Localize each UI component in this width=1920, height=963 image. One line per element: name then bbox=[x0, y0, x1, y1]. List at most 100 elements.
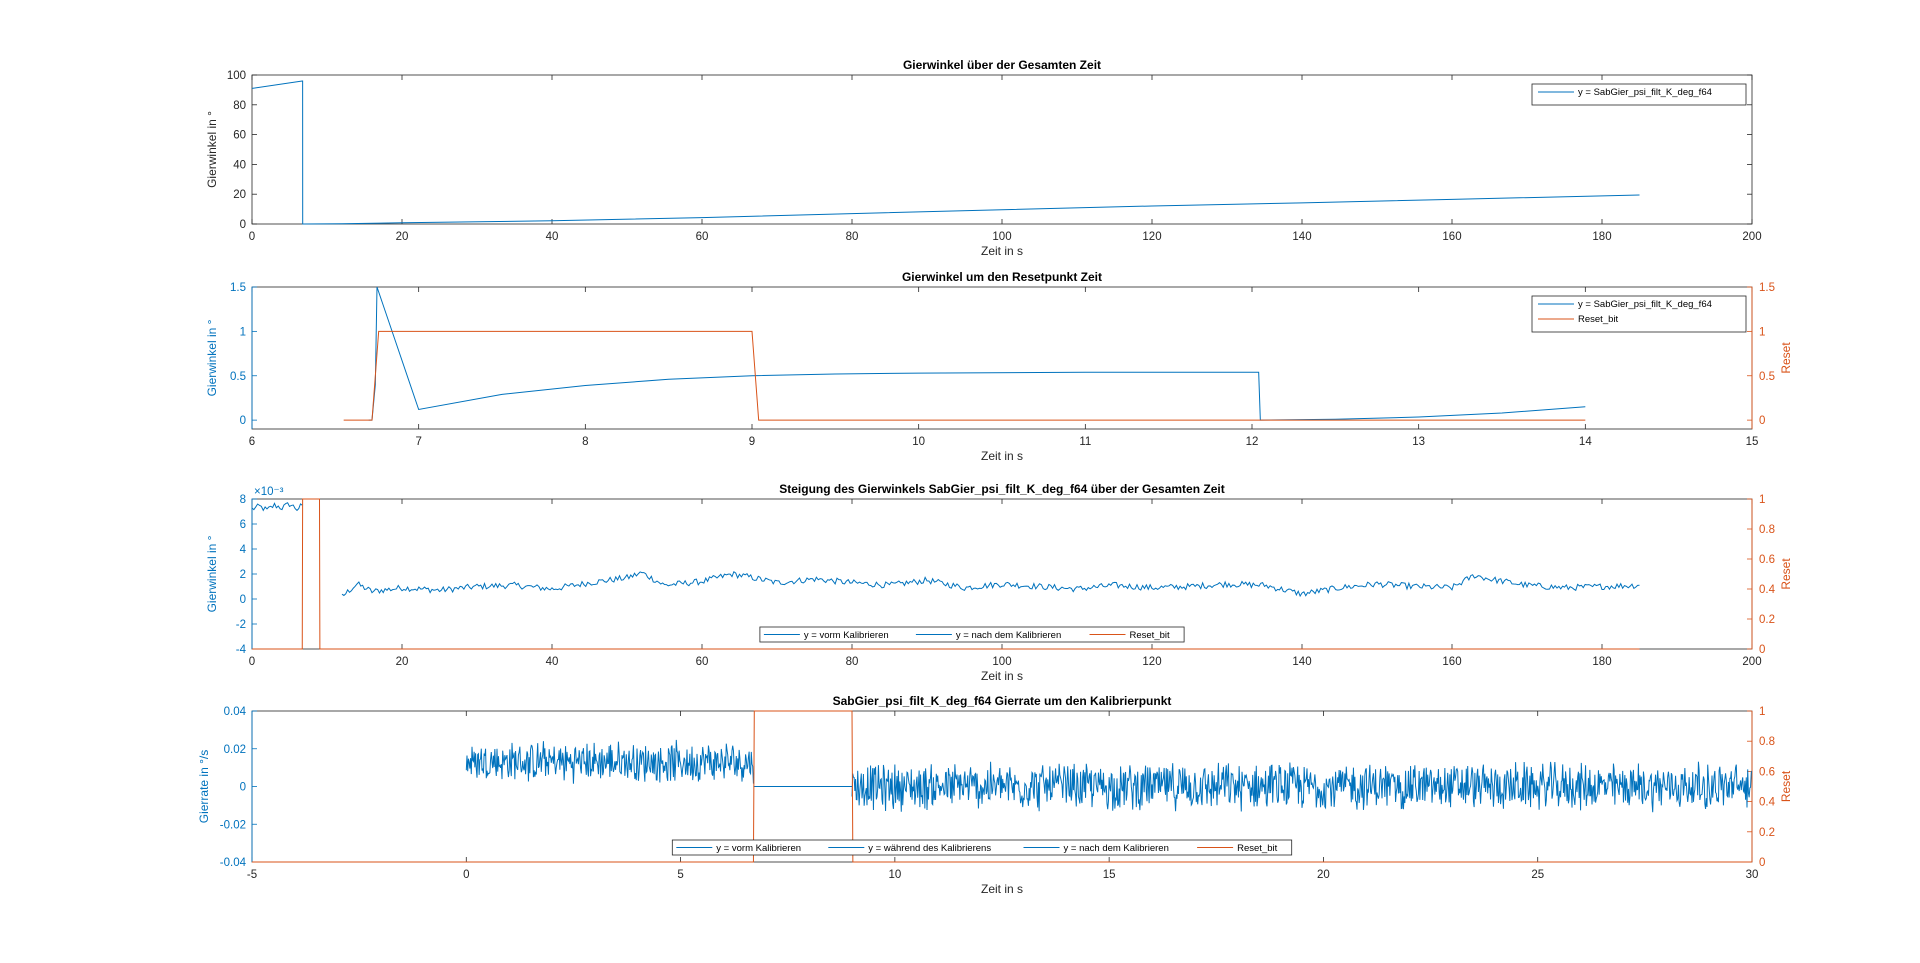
x-tick-label: 25 bbox=[1531, 869, 1544, 881]
legend: y = vorm Kalibrieren y = während des Kali… bbox=[671, 839, 1293, 856]
y-tick-label: -0.02 bbox=[220, 819, 246, 831]
x-tick-label: 15 bbox=[1103, 869, 1116, 881]
y-tick-label: 60 bbox=[233, 130, 246, 142]
y-tick-label: -4 bbox=[236, 644, 247, 656]
x-axis-label: Zeit in s bbox=[981, 882, 1023, 896]
x-tick-label: 100 bbox=[992, 231, 1011, 243]
y-tick-label: 20 bbox=[233, 189, 246, 201]
series-line-y-sabgier-psi-filt-k-deg-f64 bbox=[252, 80, 1640, 225]
legend-entry: y = SabGier_psi_filt_K_deg_f64 bbox=[1578, 87, 1712, 98]
x-tick-label: 180 bbox=[1592, 231, 1611, 243]
x-tick-label: 30 bbox=[1746, 869, 1759, 881]
y-tick-label: 0 bbox=[240, 782, 246, 794]
legend: y = SabGier_psi_filt_K_deg_f64 bbox=[1531, 83, 1747, 106]
x-tick-label: 200 bbox=[1742, 231, 1761, 243]
series-line-y-vorm-kalibrieren bbox=[252, 502, 303, 512]
x-tick-label: 11 bbox=[1079, 436, 1091, 448]
y2-tick-label: 0 bbox=[1759, 415, 1765, 427]
y-tick-label: 8 bbox=[240, 494, 246, 506]
subplot-3: Steigung des Gierwinkels SabGier_psi_fil… bbox=[205, 482, 1793, 683]
y-tick-label: 0 bbox=[240, 415, 246, 427]
x-tick-label: 7 bbox=[415, 436, 421, 448]
x-tick-label: 120 bbox=[1142, 656, 1161, 668]
axes-box bbox=[251, 498, 1753, 650]
y-axis-label: Gierwinkel in ° bbox=[205, 535, 219, 612]
x-tick-label: 15 bbox=[1746, 436, 1759, 448]
x-tick-label: 8 bbox=[582, 436, 588, 448]
y-tick-label: 1 bbox=[240, 326, 246, 338]
y-tick-label: 100 bbox=[227, 70, 246, 82]
legend-box bbox=[1531, 83, 1747, 106]
y-tick-label: 1.5 bbox=[230, 282, 246, 294]
x-tick-label: 13 bbox=[1412, 436, 1425, 448]
y-exponent-label: ×10⁻³ bbox=[254, 486, 284, 498]
y-axis-label: Gierwinkel in ° bbox=[205, 319, 219, 396]
x-tick-label: 14 bbox=[1579, 436, 1592, 448]
subplot-4: SabGier_psi_filt_K_deg_f64 Gierrate um d… bbox=[197, 694, 1793, 896]
x-tick-label: 12 bbox=[1246, 436, 1259, 448]
legend-entry: Reset_bit bbox=[1578, 314, 1618, 325]
x-tick-label: 20 bbox=[396, 231, 409, 243]
y2-tick-label: 0.6 bbox=[1759, 554, 1775, 566]
legend-entry: y = SabGier_psi_filt_K_deg_f64 bbox=[1578, 299, 1712, 310]
x-tick-label: 10 bbox=[912, 436, 925, 448]
y2-axis-label: Reset bbox=[1779, 770, 1793, 802]
series-line-y-sabgier-psi-filt-k-deg-f64 bbox=[368, 286, 1586, 421]
y2-tick-label: 0 bbox=[1759, 857, 1765, 869]
legend-box bbox=[671, 839, 1293, 856]
x-tick-label: 6 bbox=[249, 436, 255, 448]
x-tick-label: 0 bbox=[249, 656, 255, 668]
y-tick-label: -2 bbox=[236, 619, 246, 631]
y2-axis-label: Reset bbox=[1779, 342, 1793, 374]
axes-box bbox=[251, 286, 1753, 430]
x-tick-label: 20 bbox=[1317, 869, 1330, 881]
y-tick-label: -0.04 bbox=[220, 857, 247, 869]
y2-tick-label: 1.5 bbox=[1759, 282, 1775, 294]
y2-tick-label: 1 bbox=[1759, 326, 1765, 338]
x-tick-label: 120 bbox=[1142, 231, 1161, 243]
legend-box bbox=[1531, 295, 1747, 333]
x-tick-label: 0 bbox=[249, 231, 255, 243]
y-axis-label: Gierwinkel in ° bbox=[205, 111, 219, 188]
legend-entry: Reset_bit bbox=[1237, 843, 1277, 854]
y-tick-label: 0 bbox=[240, 594, 246, 606]
series-line-reset-bit bbox=[252, 710, 1752, 863]
x-tick-label: 200 bbox=[1742, 656, 1761, 668]
chart-title: Steigung des Gierwinkels SabGier_psi_fil… bbox=[779, 482, 1224, 496]
y2-tick-label: 0.8 bbox=[1759, 736, 1775, 748]
x-axis-label: Zeit in s bbox=[981, 449, 1023, 463]
x-tick-label: -5 bbox=[247, 869, 257, 881]
x-tick-label: 9 bbox=[749, 436, 755, 448]
y2-tick-label: 0.4 bbox=[1759, 584, 1776, 596]
x-tick-label: 40 bbox=[546, 656, 559, 668]
series-line-y-nach-dem-kalibrieren bbox=[851, 761, 1752, 813]
y2-tick-label: 0.2 bbox=[1759, 827, 1775, 839]
chart-title: Gierwinkel um den Resetpunkt Zeit bbox=[902, 270, 1102, 284]
y2-tick-label: 0.8 bbox=[1759, 524, 1775, 536]
x-tick-label: 140 bbox=[1292, 656, 1311, 668]
y2-axis-label: Reset bbox=[1779, 558, 1793, 590]
y-tick-label: 0.02 bbox=[224, 744, 246, 756]
legend-entry: y = nach dem Kalibrieren bbox=[956, 630, 1061, 641]
y2-tick-label: 0.4 bbox=[1759, 797, 1776, 809]
x-axis-label: Zeit in s bbox=[981, 244, 1023, 258]
x-tick-label: 0 bbox=[463, 869, 469, 881]
legend-entry: y = während des Kalibrierens bbox=[868, 843, 991, 854]
x-axis-label: Zeit in s bbox=[981, 669, 1023, 683]
chart-title: Gierwinkel über der Gesamten Zeit bbox=[903, 58, 1101, 72]
x-tick-label: 40 bbox=[546, 231, 559, 243]
x-tick-label: 140 bbox=[1292, 231, 1311, 243]
subplot-1: Gierwinkel über der Gesamten Zeit 0 20 40 60… bbox=[205, 58, 1762, 258]
chart-title: SabGier_psi_filt_K_deg_f64 Gierrate um d… bbox=[833, 694, 1172, 708]
axes-box bbox=[251, 74, 1753, 225]
legend-entry: Reset_bit bbox=[1130, 630, 1170, 641]
x-tick-label: 80 bbox=[846, 656, 859, 668]
legend-entry: y = vorm Kalibrieren bbox=[804, 630, 889, 641]
legend-entry: y = nach dem Kalibrieren bbox=[1064, 843, 1169, 854]
y2-tick-label: 1 bbox=[1759, 706, 1765, 718]
y-tick-label: 2 bbox=[240, 569, 246, 581]
x-tick-label: 60 bbox=[696, 656, 709, 668]
series-line-y-vorm-kalibrieren bbox=[465, 739, 754, 784]
